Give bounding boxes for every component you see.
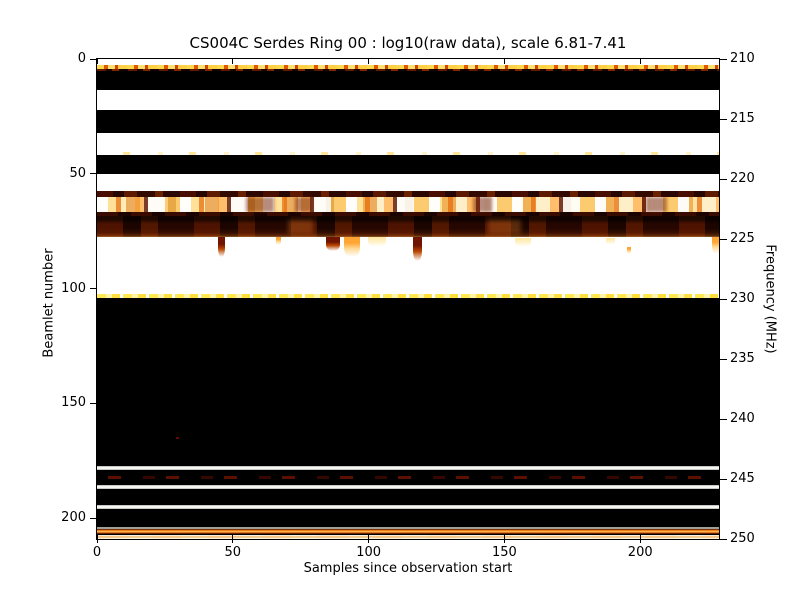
heatmap-band-orange-band	[97, 528, 719, 534]
x-tick-top	[503, 59, 505, 64]
heatmap-band-black	[97, 488, 719, 506]
y-left-tick	[90, 58, 97, 60]
heatmap-plot-area	[96, 58, 720, 540]
x-tick-label: 200	[627, 545, 653, 560]
heatmap-drip-orange	[711, 237, 719, 255]
heatmap-band-black	[97, 71, 719, 90]
x-tick-top	[639, 59, 641, 64]
heatmap-drip-orange	[344, 237, 361, 258]
x-tick-bottom	[96, 534, 98, 543]
heatmap-band-darkred-dash	[97, 68, 719, 72]
heatmap-band-black	[97, 297, 719, 467]
heatmap-band-maroon	[97, 215, 719, 238]
heatmap-bright-patch	[246, 197, 274, 213]
heatmap-band-white-line	[97, 466, 719, 470]
heatmap-bright-patch	[645, 197, 668, 213]
y-right-tick-label: 240	[730, 411, 755, 426]
heatmap-band-black	[97, 109, 719, 134]
y-right-tick-label: 220	[730, 171, 755, 186]
heatmap-drip-pale	[605, 238, 615, 246]
y-right-tick-label: 230	[730, 291, 755, 306]
y-right-tick	[720, 298, 727, 300]
y-right-tick	[720, 178, 727, 180]
heatmap-drip-orange	[276, 237, 282, 246]
x-tick-bottom	[368, 534, 370, 543]
heatmap-band-white-line	[97, 485, 719, 489]
heatmap-drip-orange	[627, 247, 632, 255]
x-tick-bottom	[639, 534, 641, 543]
y-right-tick	[720, 58, 727, 60]
y-right-tick	[720, 418, 727, 420]
x-tick-top	[232, 59, 234, 64]
y-left-tick-label: 0	[77, 51, 86, 66]
heatmap-drip-pale	[367, 237, 386, 248]
y-left-tick-label: 50	[69, 165, 86, 181]
y-left-tick	[90, 288, 97, 290]
y-right-tick	[720, 478, 727, 480]
heatmap-band-white-line	[97, 505, 719, 509]
heatmap-band-black	[97, 533, 719, 536]
heatmap-band-faint-yellow-dash	[97, 151, 719, 155]
y-right-tick	[720, 538, 727, 540]
y-right-tick-label: 215	[730, 111, 755, 126]
heatmap-band-cream	[97, 535, 719, 539]
y-left-tick-label: 150	[61, 395, 86, 411]
x-tick-label: 150	[492, 545, 517, 560]
y-axis-label-right: Frequency (MHz)	[762, 244, 778, 354]
y-left-tick-label: 100	[61, 280, 86, 296]
heatmap-drip-dark	[218, 237, 226, 258]
heatmap-band-grey-line	[97, 526, 719, 529]
heatmap-bright-patch	[473, 197, 493, 213]
heatmap-band-white	[97, 133, 719, 152]
y-left-tick	[90, 173, 97, 175]
y-left-tick	[90, 517, 97, 519]
heatmap-drip-dark	[326, 237, 341, 252]
heatmap-band-black-reddash	[97, 469, 719, 486]
y-right-tick-label: 250	[730, 531, 755, 546]
heatmap-band-yellow-line	[97, 294, 719, 298]
y-right-tick-label: 210	[730, 51, 755, 66]
heatmap-band-white	[97, 59, 719, 66]
heatmap-band-white	[97, 90, 719, 110]
heatmap-maroon-patch	[288, 219, 313, 234]
heatmap-band-yellow-dots	[97, 65, 719, 69]
y-left-tick-label: 200	[61, 510, 86, 526]
x-tick-bottom	[232, 534, 234, 543]
heatmap-bright-patch	[295, 197, 312, 213]
x-tick-top	[96, 59, 98, 64]
y-right-tick-label: 235	[730, 351, 755, 366]
heatmap-band-dark-line	[97, 212, 719, 216]
x-tick-bottom	[503, 534, 505, 543]
heatmap-band-white	[97, 173, 719, 191]
y-axis-label-left: Beamlet number	[41, 248, 57, 358]
heatmap-drip-pale	[515, 238, 532, 248]
heatmap-band-black	[97, 155, 719, 174]
y-right-tick	[720, 238, 727, 240]
heatmap-band-maroon-edge	[97, 190, 719, 198]
x-tick-label: 100	[356, 545, 382, 560]
heatmap-drip-dark	[413, 237, 422, 262]
y-right-tick	[720, 118, 727, 120]
heatmap-band-white	[97, 237, 719, 295]
x-tick-label: 50	[224, 545, 242, 560]
heatmap-red-speck	[175, 436, 179, 439]
y-right-tick-label: 225	[730, 231, 755, 246]
y-left-tick	[90, 402, 97, 404]
x-axis-label: Samples since observation start	[303, 561, 513, 576]
heatmap-maroon-patch	[488, 219, 521, 234]
x-tick-top	[368, 59, 370, 64]
x-tick-label: 0	[92, 545, 102, 560]
y-right-tick-label: 245	[730, 471, 755, 486]
y-right-tick	[720, 358, 727, 360]
chart-title: CS004C Serdes Ring 00 : log10(raw data),…	[189, 34, 627, 52]
heatmap-band-black	[97, 508, 719, 527]
heatmap-band-bright	[97, 197, 719, 213]
